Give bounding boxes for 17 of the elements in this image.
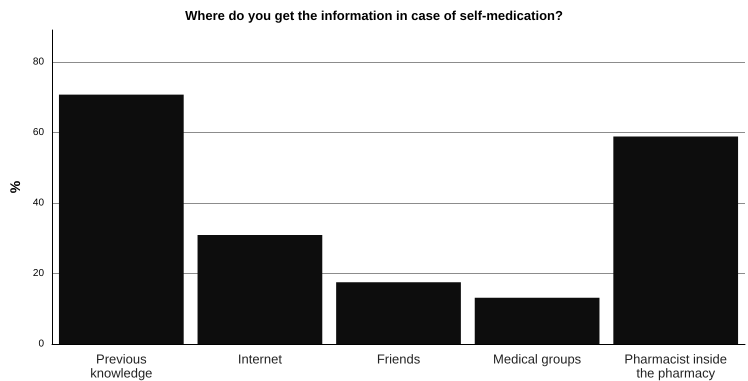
- chart-title: Where do you get the information in case of self-medication?: [185, 8, 563, 23]
- x-tick-label: Pharmacist inside the pharmacy: [624, 352, 728, 380]
- x-tick-label: Friends: [376, 352, 421, 366]
- y-axis-title: %: [7, 180, 23, 194]
- y-tick-label: 40: [32, 197, 44, 208]
- x-tick-label: Internet: [238, 352, 282, 366]
- y-tick-label: 80: [32, 56, 44, 68]
- y-tick-label: 60: [32, 126, 44, 138]
- y-tick-label: 20: [32, 268, 44, 279]
- x-tick-label: Medical groups: [493, 352, 582, 366]
- x-tick-label: Previous knowledge: [90, 352, 152, 380]
- bar: [198, 234, 322, 344]
- bar: [336, 282, 461, 344]
- bar: [613, 136, 738, 344]
- bar: [58, 94, 184, 344]
- y-tick-label: 0: [38, 338, 44, 350]
- bar: [474, 298, 600, 344]
